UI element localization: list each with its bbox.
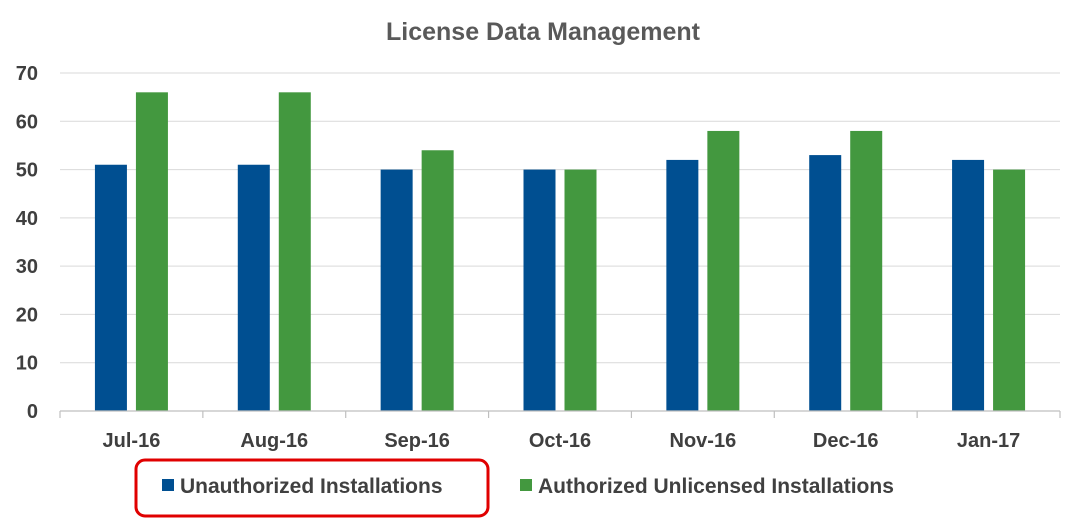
y-axis-ticks: 0 10 20 30 40 50 60 70: [16, 63, 38, 423]
bar-authorized-unlicensed: [564, 169, 597, 411]
bar-authorized-unlicensed: [993, 169, 1026, 411]
y-tick-label: 0: [27, 401, 38, 423]
bar-authorized-unlicensed: [850, 130, 883, 411]
bar-unauthorized: [523, 169, 556, 411]
y-tick-label: 40: [16, 208, 38, 230]
bar-authorized-unlicensed: [278, 92, 311, 412]
y-tick-label: 50: [16, 160, 38, 182]
x-tick-label: Oct-16: [529, 430, 591, 452]
x-tick-label: Aug-16: [240, 430, 308, 452]
x-tick-label: Jan-17: [957, 430, 1020, 452]
legend: Unauthorized Installations Authorized Un…: [134, 458, 894, 518]
bar-authorized-unlicensed: [707, 130, 740, 411]
y-tick-label: 70: [16, 63, 38, 85]
bars: [94, 92, 1026, 412]
bar-unauthorized: [380, 169, 413, 411]
legend-label-authorized-unlicensed: Authorized Unlicensed Installations: [538, 475, 894, 498]
bar-unauthorized: [94, 164, 127, 411]
bar-unauthorized: [237, 164, 270, 411]
y-tick-label: 10: [16, 353, 38, 375]
bar-authorized-unlicensed: [135, 92, 168, 412]
bar-unauthorized: [666, 159, 699, 411]
legend-label-unauthorized: Unauthorized Installations: [180, 475, 443, 498]
x-tick-label: Sep-16: [384, 430, 450, 452]
y-tick-label: 60: [16, 111, 38, 133]
bar-authorized-unlicensed: [421, 150, 454, 411]
chart-title: License Data Management: [386, 18, 701, 46]
x-axis-ticks: Jul-16 Aug-16 Sep-16 Oct-16 Nov-16 Dec-16 Jan-…: [59, 411, 1061, 452]
bar-unauthorized: [952, 159, 985, 411]
legend-swatch-authorized-unlicensed: [520, 479, 532, 491]
legend-swatch-unauthorized: [162, 479, 174, 491]
y-tick-label: 20: [16, 304, 38, 326]
x-tick-label: Dec-16: [813, 430, 879, 452]
x-tick-label: Nov-16: [670, 430, 737, 452]
y-tick-label: 30: [16, 256, 38, 278]
bar-unauthorized: [809, 155, 842, 411]
gridlines: [60, 72, 1060, 364]
x-tick-label: Jul-16: [103, 430, 161, 452]
legend-highlight-box: [134, 458, 490, 518]
